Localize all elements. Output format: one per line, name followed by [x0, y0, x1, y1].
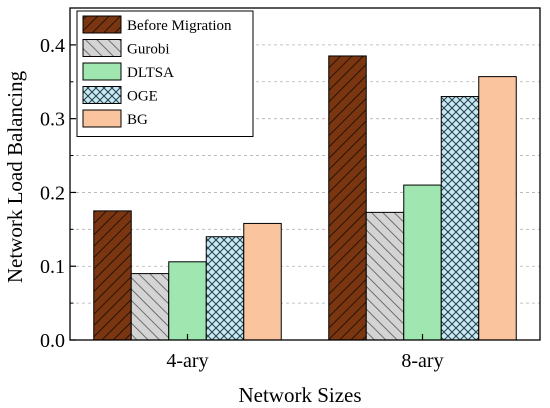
legend-label: DLTSA [127, 65, 174, 81]
y-tick-label: 0.2 [40, 182, 65, 204]
x-axis-title: Network Sizes [238, 383, 361, 407]
y-axis-title: Network Load Balancing [3, 70, 27, 283]
bar-before-migration-8-ary [328, 55, 367, 341]
y-tick-label: 0.0 [40, 330, 65, 352]
legend-label: Before Migration [127, 18, 232, 34]
bar-gurobi-4-ary [130, 273, 170, 341]
legend-swatch [82, 86, 122, 104]
bar-dltsa-4-ary [168, 261, 207, 341]
x-tick-label: 4-ary [166, 350, 208, 372]
bar-dltsa-8-ary [403, 184, 442, 341]
bar-bg-8-ary [478, 76, 517, 341]
legend-label: BG [127, 112, 148, 128]
bars-group [93, 55, 517, 341]
x-tick-label: 8-ary [401, 350, 443, 372]
y-tick-label: 0.1 [40, 256, 65, 278]
axes [69, 7, 541, 341]
bar-oge-4-ary [205, 236, 245, 341]
legend-label: OGE [127, 89, 158, 105]
legend-swatch [82, 15, 122, 34]
plot-frame [69, 7, 541, 341]
legend-swatch [82, 109, 122, 128]
legend: Before Migration Gurobi DLTSA OGE BG [76, 10, 254, 137]
x-axis-ticks: 4-ary 8-ary [166, 334, 444, 372]
y-tick-label: 0.4 [40, 35, 65, 57]
y-tick-label: 0.3 [40, 109, 65, 131]
bar-before-migration-4-ary [93, 210, 132, 341]
y-axis-ticks: 0.0 0.1 0.2 0.3 0.4 [40, 7, 76, 352]
bar-gurobi-8-ary [365, 211, 405, 341]
bar-oge-8-ary [440, 96, 480, 341]
legend-swatch [82, 39, 122, 57]
legend-swatch [82, 62, 122, 81]
legend-label: Gurobi [127, 42, 170, 58]
bar-bg-4-ary [243, 222, 282, 341]
